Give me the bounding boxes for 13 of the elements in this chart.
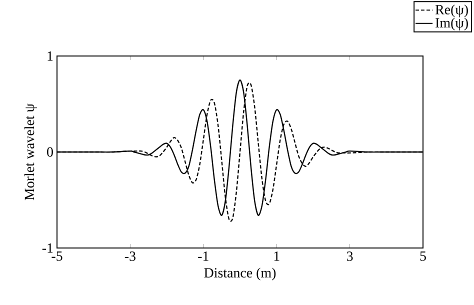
x-tick-label: -3	[124, 252, 136, 261]
x-tick-label: -1	[198, 252, 208, 261]
legend-label: Im(ψ)	[436, 18, 468, 30]
x-tick-label: -5	[52, 252, 62, 261]
y-tick-label: -1	[42, 243, 53, 253]
x-tick-label: 5	[420, 252, 426, 261]
y-axis-title: Morlet wavelet ψ	[24, 104, 38, 200]
y-tick-label: 0	[47, 147, 53, 157]
legend-label: Re(ψ)	[435, 4, 468, 18]
x-tick-label: 3	[346, 252, 353, 261]
y-tick-label: 1	[48, 51, 53, 61]
x-axis-title: Distance (m)	[204, 268, 276, 280]
x-tick-label: 1	[274, 252, 280, 261]
